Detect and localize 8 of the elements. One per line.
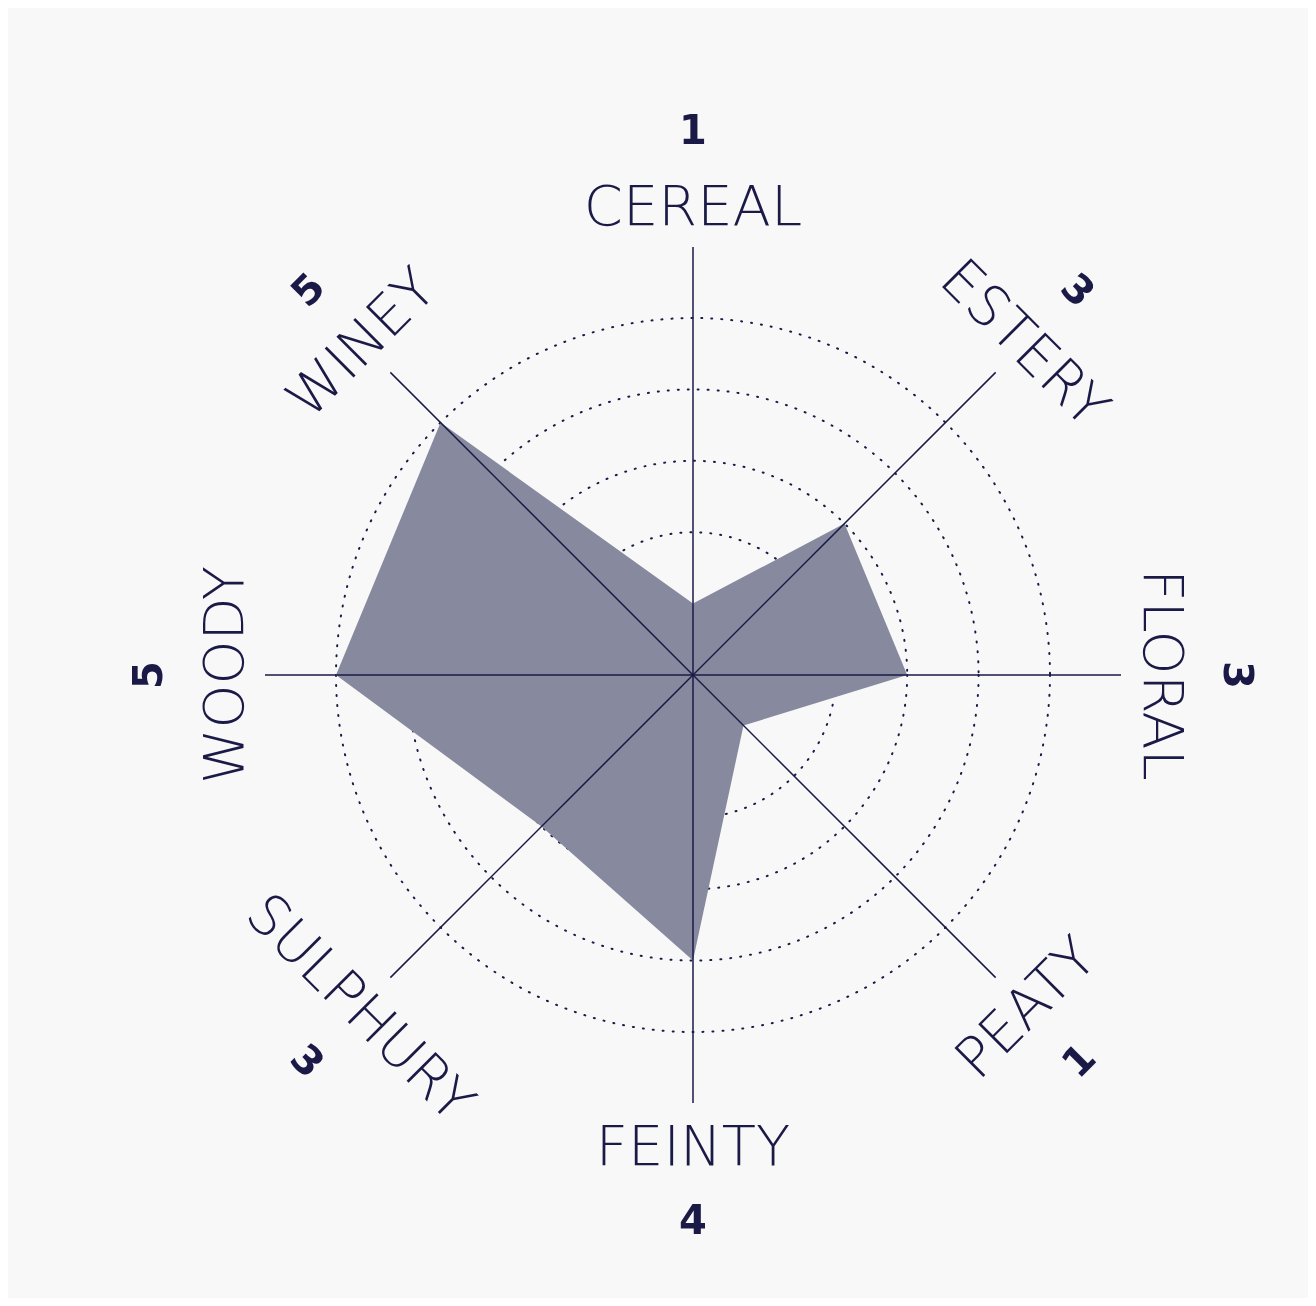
text: 1: [679, 107, 707, 153]
text: 4: [679, 1197, 707, 1243]
spoke-label: CEREAL: [583, 172, 803, 238]
spoke-label: FEINTY: [595, 1112, 791, 1178]
text: 5: [125, 661, 171, 689]
text: 3: [1215, 661, 1261, 689]
spoke-label: WOODY: [190, 566, 256, 784]
spoke-label: FLORAL: [1130, 569, 1196, 781]
